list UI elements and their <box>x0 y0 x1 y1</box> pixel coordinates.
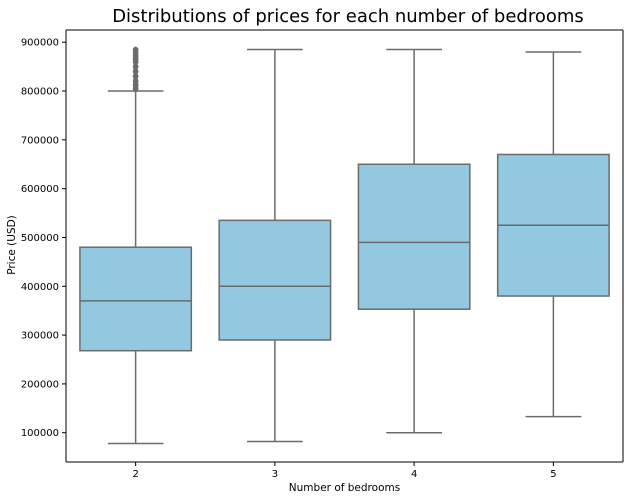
y-tick-label: 400000 <box>21 282 59 293</box>
y-tick-label: 200000 <box>21 379 59 390</box>
x-tick-label: 3 <box>272 469 278 480</box>
box <box>357 163 471 310</box>
chart-title: Distributions of prices for each number … <box>112 6 584 27</box>
x-axis-label: Number of bedrooms <box>289 482 400 494</box>
y-tick-label: 900000 <box>21 38 59 49</box>
y-tick-label: 600000 <box>21 184 59 195</box>
x-tick-label: 4 <box>411 469 417 480</box>
y-tick-label: 300000 <box>21 331 59 342</box>
box <box>79 246 193 352</box>
x-tick-label: 5 <box>550 469 556 480</box>
box <box>218 219 332 341</box>
y-axis-label: Price (USD) <box>6 215 18 275</box>
x-tick-label: 2 <box>132 469 138 480</box>
y-tick-label: 800000 <box>21 87 59 98</box>
plot-area: 100000 200000 300000 400000 500000 600000 7000… <box>21 29 624 480</box>
y-tick-label: 700000 <box>21 135 59 146</box>
y-tick-label: 100000 <box>21 428 59 439</box>
outlier-point <box>132 46 139 54</box>
y-tick-label: 500000 <box>21 233 59 244</box>
